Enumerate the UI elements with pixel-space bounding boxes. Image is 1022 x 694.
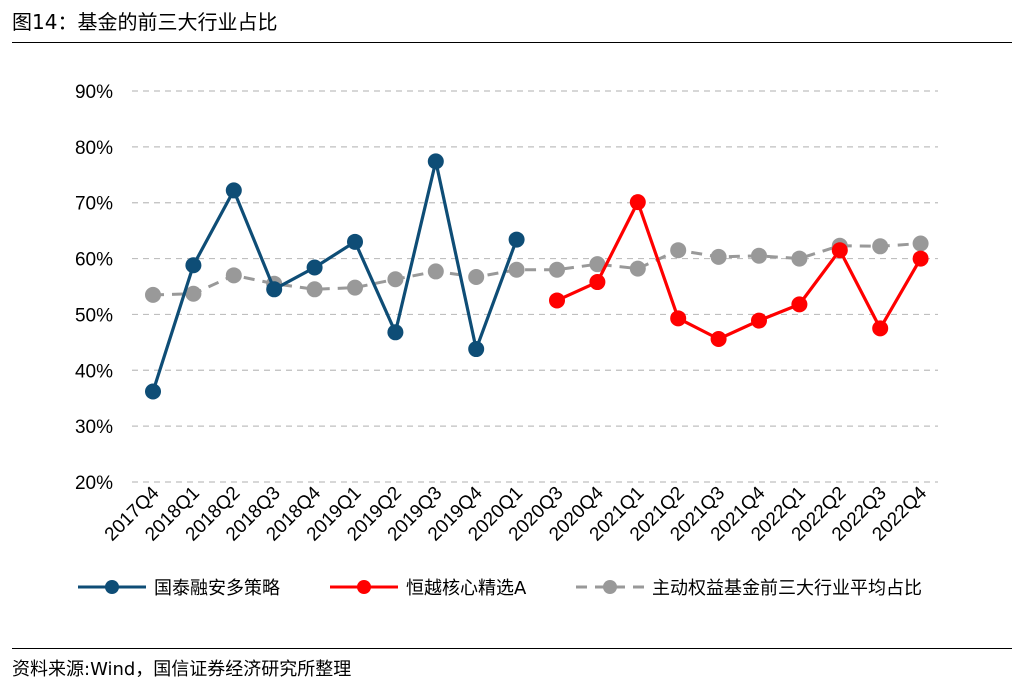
- data-point: [872, 320, 889, 337]
- y-tick-label: 80%: [75, 138, 113, 159]
- data-point: [387, 324, 404, 341]
- y-tick-label: 60%: [75, 250, 113, 271]
- y-tick-label: 40%: [75, 361, 113, 382]
- data-point: [872, 238, 889, 255]
- line-chart: 20% 30% 40% 50% 60% 70% 80% 90% 2017Q42018Q1201…: [75, 82, 938, 599]
- legend-item-2: 主动权益基金前三大行业平均占比: [576, 578, 922, 599]
- data-point: [387, 271, 404, 288]
- data-point: [347, 233, 363, 250]
- data-point: [912, 250, 929, 267]
- data-point: [549, 292, 565, 309]
- legend-marker: [603, 580, 617, 594]
- series-1: [549, 194, 929, 348]
- data-point: [589, 274, 606, 291]
- y-tick-label: 30%: [75, 417, 113, 438]
- data-point: [912, 235, 929, 252]
- data-point: [145, 286, 161, 303]
- series-line: [556, 200, 922, 341]
- data-point: [629, 260, 646, 277]
- data-point: [710, 248, 727, 265]
- data-point: [831, 242, 848, 259]
- grid-lines: [132, 90, 938, 483]
- y-tick-labels: 20% 30% 40% 50% 60% 70% 80% 90%: [75, 82, 113, 494]
- data-point: [468, 269, 485, 286]
- legend-label: 国泰融安多策略: [154, 578, 280, 599]
- legend-marker: [357, 580, 371, 594]
- data-point: [589, 256, 606, 273]
- data-point: [791, 296, 808, 313]
- legend: 国泰融安多策略 恒越核心精选A 主动权益基金前三大行业平均占比: [78, 578, 922, 599]
- data-point: [266, 281, 283, 298]
- data-point: [710, 331, 727, 348]
- legend-label: 恒越核心精选A: [406, 578, 527, 599]
- data-point: [145, 383, 161, 400]
- data-point: [185, 285, 202, 302]
- data-point: [347, 279, 363, 296]
- data-point: [427, 153, 444, 170]
- series-layer: [145, 153, 929, 400]
- series-line: [151, 159, 519, 392]
- y-tick-label: 90%: [75, 82, 113, 103]
- data-point: [306, 281, 323, 298]
- data-point: [791, 250, 808, 267]
- y-tick-label: 50%: [75, 305, 113, 326]
- data-point: [508, 261, 525, 278]
- source-note: 资料来源:Wind，国信证券经济研究所整理: [12, 659, 352, 680]
- data-point: [751, 312, 767, 329]
- legend-label: 主动权益基金前三大行业平均占比: [652, 578, 922, 599]
- y-tick-label: 20%: [75, 473, 113, 494]
- data-point: [225, 182, 242, 199]
- data-point: [670, 310, 687, 327]
- x-tick-labels: 2017Q42018Q12018Q22018Q32018Q42019Q12019…: [101, 482, 932, 545]
- data-point: [306, 259, 323, 276]
- data-point: [468, 341, 485, 358]
- data-point: [629, 194, 646, 211]
- data-point: [185, 257, 202, 274]
- data-point: [549, 261, 565, 278]
- series-2: [145, 235, 929, 303]
- legend-item-1: 恒越核心精选A: [330, 578, 527, 599]
- data-point: [751, 247, 767, 264]
- source-rule: [12, 648, 1012, 649]
- data-point: [670, 242, 687, 259]
- y-tick-label: 70%: [75, 194, 113, 215]
- title-rule: [12, 42, 1012, 43]
- figure-title: 图14：基金的前三大行业占比: [12, 10, 278, 34]
- legend-item-0: 国泰融安多策略: [78, 578, 280, 599]
- data-point: [508, 231, 525, 248]
- series-0: [145, 153, 525, 400]
- legend-marker: [105, 580, 119, 594]
- data-point: [427, 263, 444, 280]
- data-point: [225, 267, 242, 284]
